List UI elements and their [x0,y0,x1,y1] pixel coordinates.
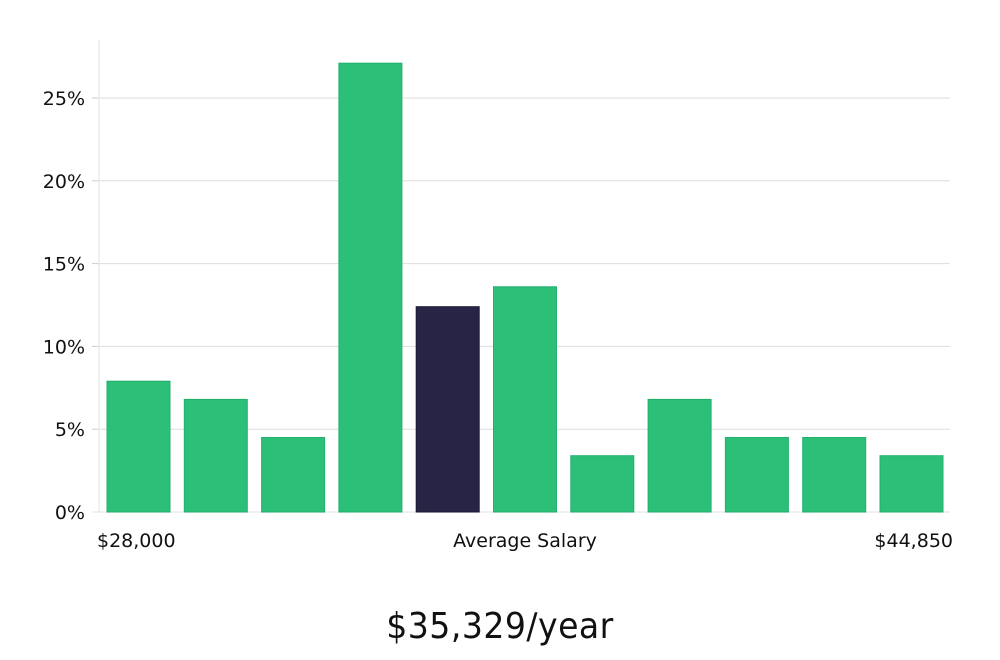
bar [570,455,635,513]
y-tick-label: 25% [43,88,85,110]
bar [493,286,557,513]
bars [106,62,944,513]
y-tick-label: 0% [55,502,85,524]
bar [879,455,944,513]
bar [802,437,867,513]
bar [261,437,326,513]
bar [647,398,712,513]
bar [338,62,403,513]
y-tick-label: 5% [55,419,85,441]
y-tick-label: 15% [43,254,85,276]
bar [724,437,789,513]
bar-average-salary [415,306,480,513]
bar [106,380,171,513]
bar [183,398,248,513]
y-tick-label: 20% [43,171,85,193]
salary-histogram: 0%5%10%15%20%25% $28,000 Average Salary … [43,40,953,552]
x-axis-title: Average Salary [453,530,597,552]
y-tick-labels: 0% 5% 10% 15% 20% 25% [43,88,85,524]
x-max-label: $44,850 [874,530,953,552]
average-salary-value: $35,329/year [386,606,614,647]
y-tick-label: 10% [43,336,85,358]
x-min-label: $28,000 [97,530,176,552]
